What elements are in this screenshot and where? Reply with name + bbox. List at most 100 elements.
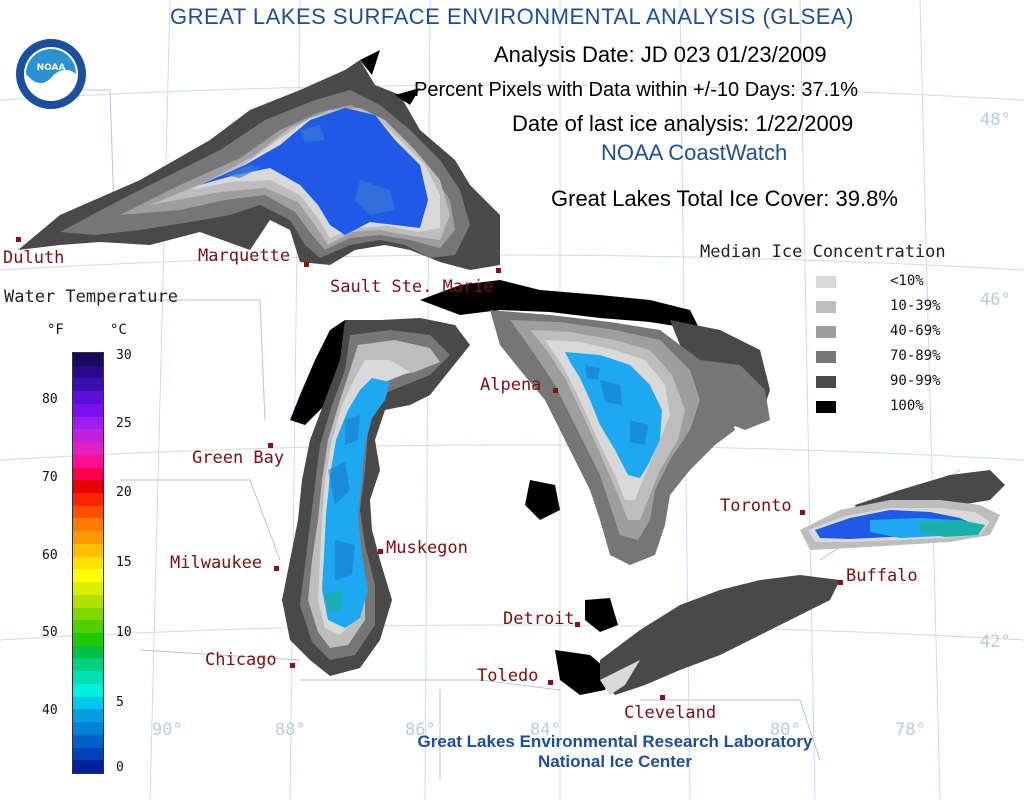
lon-label: 90° [152,720,183,740]
ice-legend-swatch [816,401,836,413]
percent-pixels: Percent Pixels with Data within +/-10 Da… [414,79,859,101]
city-label: Milwaukee [170,553,263,573]
logo-text: NOAA [37,63,66,73]
temp-tick-c: 20 [116,485,132,500]
ice-legend-label: 100% [890,398,924,414]
city-markers [16,237,843,700]
temp-tick-f: 40 [42,703,58,718]
lake-huron [420,280,770,565]
lake-ontario [800,470,1005,550]
unit-f: °F [47,322,64,338]
temp-tick-f: 50 [42,625,58,640]
footer-line2: National Ice Center [538,752,692,771]
lake-erie [555,575,840,695]
lat-label: 48° [980,110,1011,130]
city-label: Buffalo [846,566,918,586]
temp-color-step [73,607,103,621]
temp-color-step [73,671,103,685]
city-label: Marquette [198,246,291,266]
temp-color-step [73,620,103,634]
temp-tick-f: 60 [42,548,58,563]
unit-c: °C [110,322,127,338]
temp-color-step [73,569,103,583]
ice-legend-swatch [816,326,836,338]
temp-tick-c: 15 [116,555,132,570]
temp-color-step [73,480,103,494]
city-marker [268,443,273,448]
temp-color-step [73,531,103,545]
lon-label: 86° [405,720,436,740]
city-marker [496,268,501,273]
city-marker [575,622,580,627]
footer-line1: Great Lakes Environmental Research Labor… [417,732,813,751]
city-marker [838,580,843,585]
temp-color-step [73,633,103,647]
total-ice-cover: Great Lakes Total Ice Cover: 39.8% [551,186,898,211]
city-label: Sault Ste. Marie [330,277,494,297]
city-marker [800,510,805,515]
city-label: Toledo [477,666,539,686]
city-label: Green Bay [192,448,285,468]
ice-legend-swatch [816,301,836,313]
city-marker [378,549,383,554]
temp-color-step [73,378,103,392]
lon-label: 80° [770,720,801,740]
temp-color-step [73,760,103,774]
temp-tick-c: 10 [116,625,132,640]
lon-label: 88° [275,720,306,740]
temp-color-step [73,658,103,672]
city-marker [548,680,553,685]
city-marker [16,237,21,242]
noaa-logo-icon: NOAA [16,39,86,109]
lon-label: 78° [895,720,926,740]
last-ice-analysis: Date of last ice analysis: 1/22/2009 [512,111,854,136]
city-label: Detroit [503,609,575,629]
city-label: Duluth [3,248,65,268]
temp-tick-c: 5 [116,695,124,710]
page-title: GREAT LAKES SURFACE ENVIRONMENTAL ANALYS… [170,4,854,29]
city-marker [274,566,279,571]
temp-scale-title: Water Temperature [4,287,178,307]
temp-tick-c: 25 [116,416,132,431]
temp-color-step [73,365,103,379]
ice-legend-swatch [816,376,836,388]
lat-label: 46° [980,290,1011,310]
temp-color-bar [72,352,104,774]
ice-legend-label: 10-39% [890,298,941,314]
temp-color-step [73,403,103,418]
city-label: Cleveland [624,703,717,723]
temp-tick-c: 0 [116,760,124,775]
temp-tick-f: 80 [42,392,58,407]
temp-color-step [73,722,103,736]
ice-legend-label: 40-69% [890,323,941,339]
lake-michigan [282,318,470,676]
temp-color-step [73,645,103,659]
city-label: Chicago [205,650,277,670]
city-marker [553,388,558,393]
city-marker [304,262,309,267]
temp-color-step [73,709,103,723]
source-label: NOAA CoastWatch [601,140,788,165]
temp-color-step [73,353,103,367]
temp-color-step [73,416,103,430]
temp-color-step [73,505,103,519]
city-label: Toronto [720,496,792,516]
temp-color-step [73,391,103,405]
temp-tick-c: 30 [116,348,132,363]
temp-color-step [73,493,103,507]
analysis-date: Analysis Date: JD 023 01/23/2009 [494,42,827,67]
temp-color-step [73,454,103,469]
ice-legend-swatch [816,351,836,363]
lat-label: 42° [980,632,1011,652]
ice-legend-swatch [816,276,836,288]
temp-color-step [73,734,103,749]
temp-color-step [73,747,103,761]
temp-color-step [73,429,103,443]
lon-label: 84° [530,720,561,740]
temp-color-step [73,518,103,532]
temp-color-step [73,543,103,558]
temp-tick-f: 70 [42,470,58,485]
temp-color-step [73,442,103,456]
city-label: Alpena [480,375,542,395]
